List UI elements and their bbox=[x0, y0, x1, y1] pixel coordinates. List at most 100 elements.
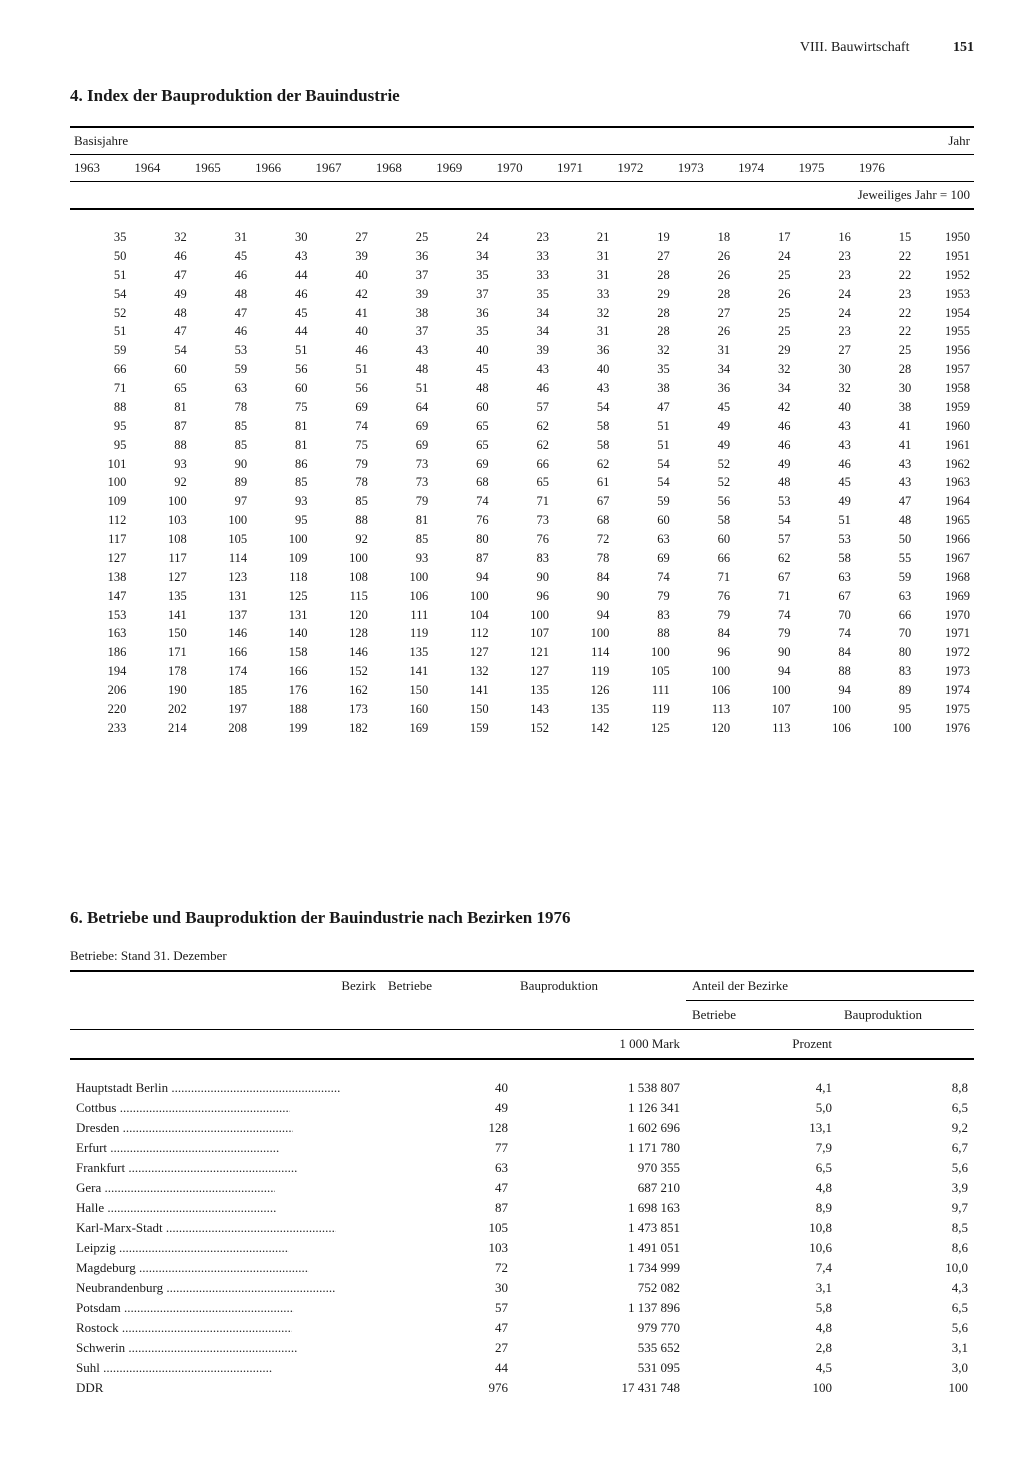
index-cell: 43 bbox=[855, 473, 915, 492]
index-cell: 109 bbox=[251, 549, 311, 568]
index-cell: 127 bbox=[493, 662, 553, 681]
index-cell: 60 bbox=[251, 379, 311, 398]
index-cell: 38 bbox=[372, 304, 432, 323]
row-year: 1957 bbox=[915, 360, 974, 379]
index-cell: 24 bbox=[432, 228, 492, 247]
index-cell: 25 bbox=[734, 266, 794, 285]
bezirk-cell: 5,8 bbox=[686, 1298, 838, 1318]
index-cell: 90 bbox=[191, 455, 251, 474]
index-cell: 41 bbox=[855, 436, 915, 455]
index-cell: 100 bbox=[553, 624, 613, 643]
index-cell: 58 bbox=[795, 549, 855, 568]
bezirk-cell: 4,3 bbox=[838, 1278, 974, 1298]
index-cell: 49 bbox=[795, 492, 855, 511]
index-cell: 87 bbox=[432, 549, 492, 568]
index-cell: 49 bbox=[674, 417, 734, 436]
bezirk-cell: 44 bbox=[382, 1358, 514, 1378]
index-cell: 22 bbox=[855, 247, 915, 266]
index-cell: 100 bbox=[613, 643, 673, 662]
index-cell: 182 bbox=[312, 719, 372, 738]
index-cell: 54 bbox=[734, 511, 794, 530]
index-cell: 22 bbox=[855, 322, 915, 341]
sub-note: Jeweiliges Jahr = 100 bbox=[70, 186, 974, 204]
index-cell: 220 bbox=[70, 700, 130, 719]
index-cell: 86 bbox=[251, 455, 311, 474]
index-cell: 59 bbox=[855, 568, 915, 587]
index-cell: 141 bbox=[130, 606, 190, 625]
h-bezirk: Bezirk bbox=[70, 976, 382, 996]
index-cell: 158 bbox=[251, 643, 311, 662]
index-cell: 79 bbox=[734, 624, 794, 643]
index-cell: 100 bbox=[493, 606, 553, 625]
index-cell: 74 bbox=[432, 492, 492, 511]
col-year: 1967 bbox=[312, 159, 372, 177]
row-year: 1975 bbox=[915, 700, 974, 719]
index-cell: 31 bbox=[553, 322, 613, 341]
bezirk-cell: 1 491 051 bbox=[514, 1238, 686, 1258]
index-cell: 90 bbox=[493, 568, 553, 587]
index-cell: 79 bbox=[372, 492, 432, 511]
index-cell: 30 bbox=[795, 360, 855, 379]
index-cell: 118 bbox=[251, 568, 311, 587]
index-cell: 76 bbox=[493, 530, 553, 549]
index-cell: 27 bbox=[312, 228, 372, 247]
index-cell: 29 bbox=[734, 341, 794, 360]
index-cell: 117 bbox=[70, 530, 130, 549]
index-cell: 115 bbox=[312, 587, 372, 606]
index-cell: 28 bbox=[613, 266, 673, 285]
bezirk-cell: 687 210 bbox=[514, 1178, 686, 1198]
index-cell: 32 bbox=[795, 379, 855, 398]
index-cell: 135 bbox=[553, 700, 613, 719]
index-cell: 32 bbox=[130, 228, 190, 247]
bezirk-cell: 10,8 bbox=[686, 1218, 838, 1238]
total-label: DDR bbox=[70, 1378, 382, 1398]
index-cell: 142 bbox=[553, 719, 613, 738]
index-cell: 51 bbox=[613, 417, 673, 436]
index-cell: 106 bbox=[372, 587, 432, 606]
index-cell: 121 bbox=[493, 643, 553, 662]
index-cell: 72 bbox=[553, 530, 613, 549]
index-cell: 46 bbox=[191, 266, 251, 285]
row-year: 1960 bbox=[915, 417, 974, 436]
bezirk-cell: 6,7 bbox=[838, 1138, 974, 1158]
index-cell: 135 bbox=[372, 643, 432, 662]
col-year: 1975 bbox=[795, 159, 855, 177]
index-cell: 100 bbox=[855, 719, 915, 738]
index-cell: 83 bbox=[855, 662, 915, 681]
index-cell: 127 bbox=[70, 549, 130, 568]
index-cell: 49 bbox=[674, 436, 734, 455]
index-cell: 42 bbox=[312, 285, 372, 304]
table2-note: Betriebe: Stand 31. Dezember bbox=[70, 948, 974, 964]
bezirk-cell: 6,5 bbox=[838, 1298, 974, 1318]
h-anteil: Anteil der Bezirke bbox=[686, 976, 974, 996]
index-cell: 85 bbox=[312, 492, 372, 511]
index-cell: 43 bbox=[855, 455, 915, 474]
rule bbox=[70, 126, 974, 128]
index-cell: 53 bbox=[191, 341, 251, 360]
index-cell: 45 bbox=[795, 473, 855, 492]
index-cell: 190 bbox=[130, 681, 190, 700]
row-year: 1953 bbox=[915, 285, 974, 304]
index-cell: 93 bbox=[372, 549, 432, 568]
index-cell: 52 bbox=[674, 455, 734, 474]
index-cell: 95 bbox=[70, 417, 130, 436]
index-cell: 67 bbox=[734, 568, 794, 587]
index-cell: 65 bbox=[493, 473, 553, 492]
row-year: 1959 bbox=[915, 398, 974, 417]
row-year: 1956 bbox=[915, 341, 974, 360]
index-cell: 74 bbox=[734, 606, 794, 625]
index-cell: 27 bbox=[795, 341, 855, 360]
col-year: 1969 bbox=[432, 159, 492, 177]
col-year: 1963 bbox=[70, 159, 130, 177]
index-cell: 27 bbox=[674, 304, 734, 323]
index-cell: 23 bbox=[795, 322, 855, 341]
index-cell: 32 bbox=[734, 360, 794, 379]
col-year: 1971 bbox=[553, 159, 613, 177]
bezirk-name: Halle ..................................… bbox=[70, 1198, 382, 1218]
index-cell: 185 bbox=[191, 681, 251, 700]
bezirk-cell: 8,8 bbox=[838, 1078, 974, 1098]
bezirk-cell: 535 652 bbox=[514, 1338, 686, 1358]
bezirk-cell: 10,6 bbox=[686, 1238, 838, 1258]
index-cell: 111 bbox=[613, 681, 673, 700]
index-cell: 67 bbox=[795, 587, 855, 606]
